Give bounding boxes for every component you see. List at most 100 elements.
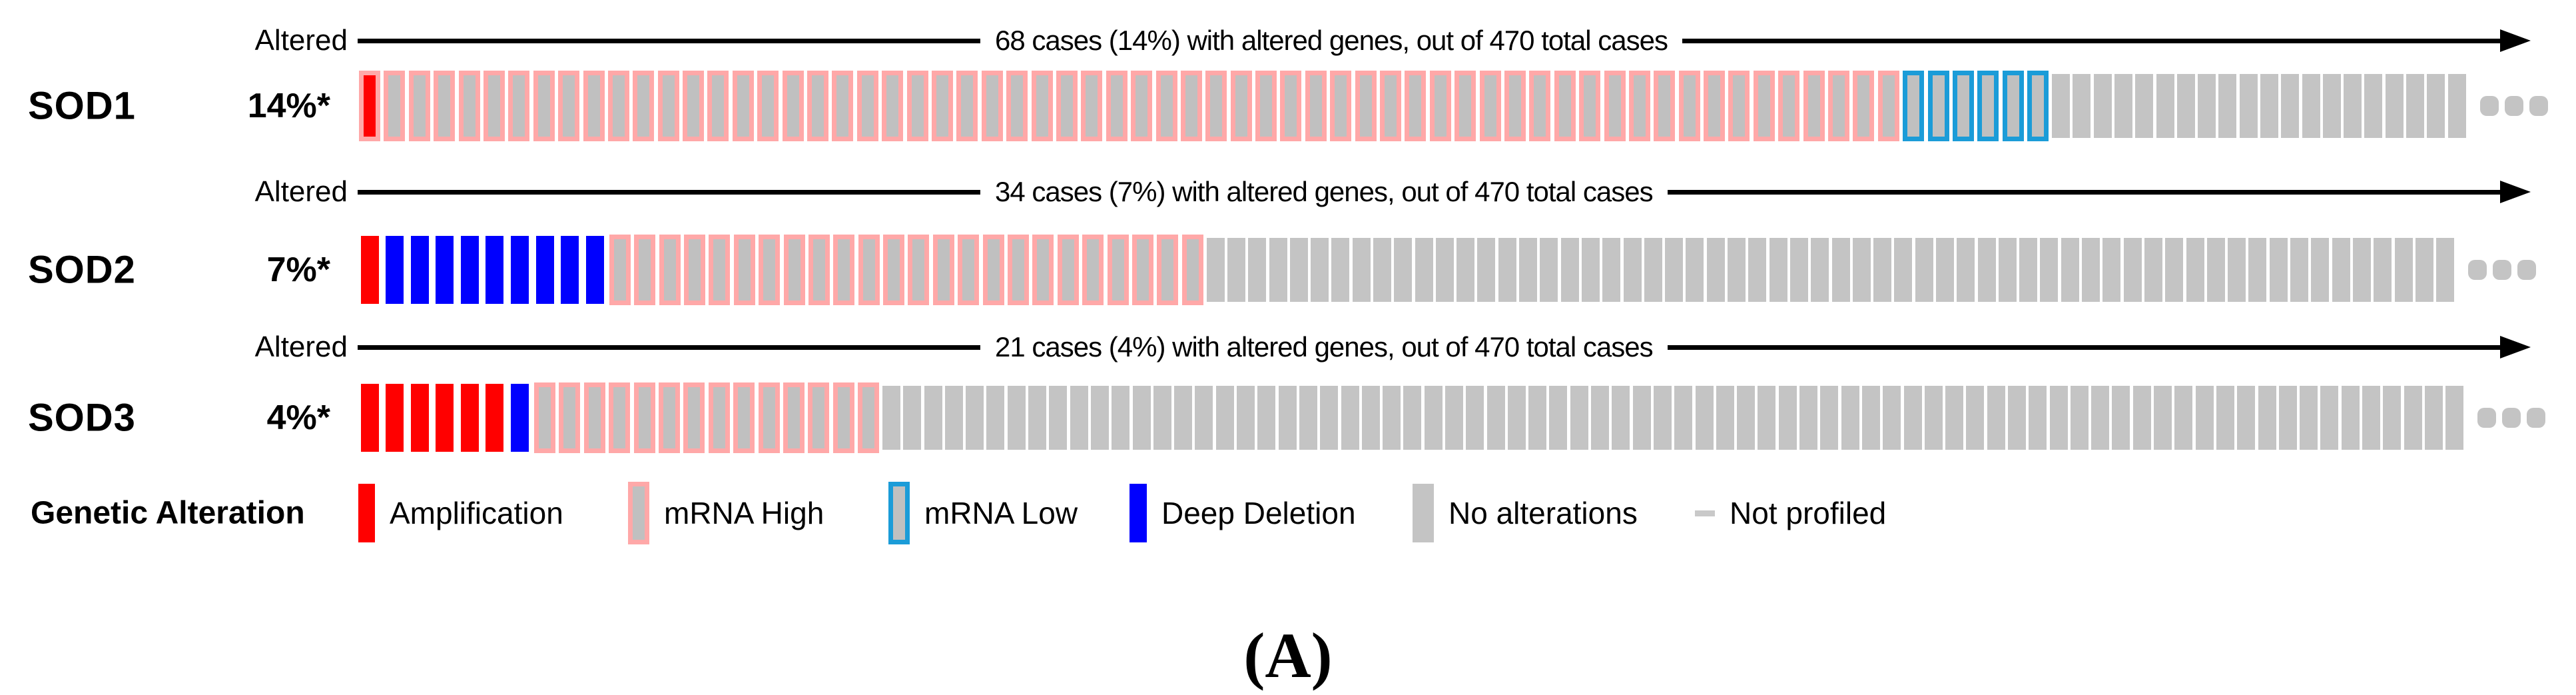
legend-label: Deep Deletion	[1161, 496, 1356, 530]
case-bar-mrna-high	[1057, 235, 1079, 305]
case-bar-no-alteration	[1686, 238, 1704, 302]
alteration-percent: 4%*	[266, 398, 330, 437]
case-bar-mrna-high	[932, 235, 954, 305]
case-bar-no-alteration	[2404, 386, 2422, 450]
legend-title: Genetic Alteration	[31, 495, 305, 531]
legend-swatch-mrna-high-icon	[628, 482, 649, 544]
case-bar-mrna-high	[832, 382, 854, 453]
gene-label: SOD3	[28, 396, 136, 440]
case-bar-no-alteration	[2093, 74, 2112, 138]
case-bar-no-alteration	[1540, 238, 1558, 302]
legend-item-amplification: Amplification	[358, 482, 563, 544]
legend-swatch-mrna-low-icon	[888, 482, 910, 544]
case-bar-mrna-high	[883, 235, 905, 305]
altered-label: Altered	[254, 331, 348, 363]
case-bar-no-alteration	[2300, 386, 2318, 450]
case-bar-no-alteration	[1153, 386, 1171, 450]
case-bar-mrna-high	[1529, 71, 1551, 141]
case-bar-deep-deletion	[386, 236, 404, 304]
ellipsis-dot	[2529, 96, 2548, 116]
ellipsis-dot	[2502, 408, 2521, 428]
case-bar-deep-deletion	[585, 236, 604, 304]
case-bar-mrna-high	[708, 382, 730, 453]
case-bar-no-alteration	[2102, 238, 2121, 302]
case-bar-no-alteration	[1498, 238, 1516, 302]
case-bar-no-alteration	[1445, 386, 1463, 450]
case-bar-mrna-high	[408, 71, 430, 141]
case-bar-no-alteration	[2352, 238, 2371, 302]
legend-label: Not profiled	[1730, 496, 1887, 530]
case-bar-no-alteration	[2424, 386, 2443, 450]
case-bar-no-alteration	[2260, 74, 2278, 138]
case-bar-mrna-high	[1429, 71, 1451, 141]
case-bar-no-alteration	[2445, 386, 2464, 450]
case-bar-amplification	[386, 384, 404, 452]
case-bar-mrna-high	[1230, 71, 1252, 141]
case-bar-no-alteration	[1289, 238, 1308, 302]
case-bar-no-alteration	[1090, 386, 1109, 450]
case-bar-mrna-high	[759, 235, 781, 305]
ellipsis-dot	[2467, 260, 2487, 280]
case-bar-mrna-high	[733, 382, 755, 453]
case-bar-no-alteration	[1070, 386, 1088, 450]
case-bar-mrna-high	[1330, 71, 1352, 141]
case-bar-mrna-high	[1678, 71, 1700, 141]
case-bar-no-alteration	[1519, 238, 1538, 302]
case-bar-mrna-high	[683, 235, 705, 305]
case-bar-no-alteration	[2198, 74, 2216, 138]
case-bar-no-alteration	[1257, 386, 1276, 450]
case-bar-no-alteration	[2040, 238, 2059, 302]
altered-label: Altered	[254, 175, 348, 208]
case-bar-mrna-low	[1903, 71, 1925, 141]
case-bar-no-alteration	[1737, 386, 1756, 450]
legend-swatch-not-profiled-icon	[1695, 510, 1715, 516]
case-bar-no-alteration	[2278, 386, 2297, 450]
case-bar-no-alteration	[1915, 238, 1933, 302]
case-bar-amplification	[460, 384, 479, 452]
legend-swatch-deep-deletion-icon	[1129, 484, 1147, 542]
altered-cases-arrow: 21 cases (4%) with altered genes, out of…	[358, 331, 2531, 363]
case-bar-mrna-high	[1728, 71, 1750, 141]
case-bar-mrna-high	[807, 71, 829, 141]
case-bar-no-alteration	[2290, 238, 2309, 302]
case-bar-mrna-high	[1579, 71, 1601, 141]
case-bar-no-alteration	[2281, 74, 2300, 138]
case-bar-no-alteration	[1237, 386, 1255, 450]
case-bar-no-alteration	[1549, 386, 1568, 450]
case-bar-no-alteration	[1957, 238, 1975, 302]
case-bar-deep-deletion	[561, 236, 579, 304]
case-bar-mrna-low	[2002, 71, 2024, 141]
case-bar-no-alteration	[2364, 74, 2383, 138]
case-bar-mrna-high	[559, 382, 581, 453]
case-bar-mrna-low	[1977, 71, 1999, 141]
arrow-line-right	[1682, 38, 2501, 43]
case-bar-mrna-high	[1654, 71, 1676, 141]
case-bar-mrna-high	[1405, 71, 1427, 141]
case-bar-mrna-high	[1008, 235, 1030, 305]
case-bar-mrna-high	[856, 71, 878, 141]
arrow-line-right	[1667, 189, 2501, 195]
case-bar-no-alteration	[1695, 386, 1714, 450]
case-bar-mrna-high	[808, 382, 830, 453]
case-bar-no-alteration	[1456, 238, 1475, 302]
case-bar-no-alteration	[2344, 74, 2362, 138]
case-bar-deep-deletion	[410, 236, 429, 304]
case-bar-mrna-high	[434, 71, 456, 141]
case-bar-mrna-high	[1554, 71, 1576, 141]
legend-item-mrna-high: mRNA High	[628, 482, 824, 544]
case-bar-no-alteration	[2415, 238, 2433, 302]
case-bar-no-alteration	[2073, 74, 2091, 138]
case-bar-no-alteration	[2123, 238, 2142, 302]
case-bar-no-alteration	[1644, 238, 1662, 302]
case-bar-no-alteration	[1132, 386, 1151, 450]
case-bar-no-alteration	[1936, 238, 1954, 302]
case-bar-no-alteration	[2070, 386, 2089, 450]
case-bar-mrna-high	[1006, 71, 1028, 141]
case-bar-no-alteration	[1331, 238, 1350, 302]
case-bar-mrna-high	[558, 71, 580, 141]
case-bar-no-alteration	[1728, 238, 1746, 302]
case-bar-no-alteration	[1861, 386, 1880, 450]
altered-cases-summary: 34 cases (7%) with altered genes, out of…	[995, 176, 1654, 207]
case-bar-no-alteration	[1528, 386, 1547, 450]
